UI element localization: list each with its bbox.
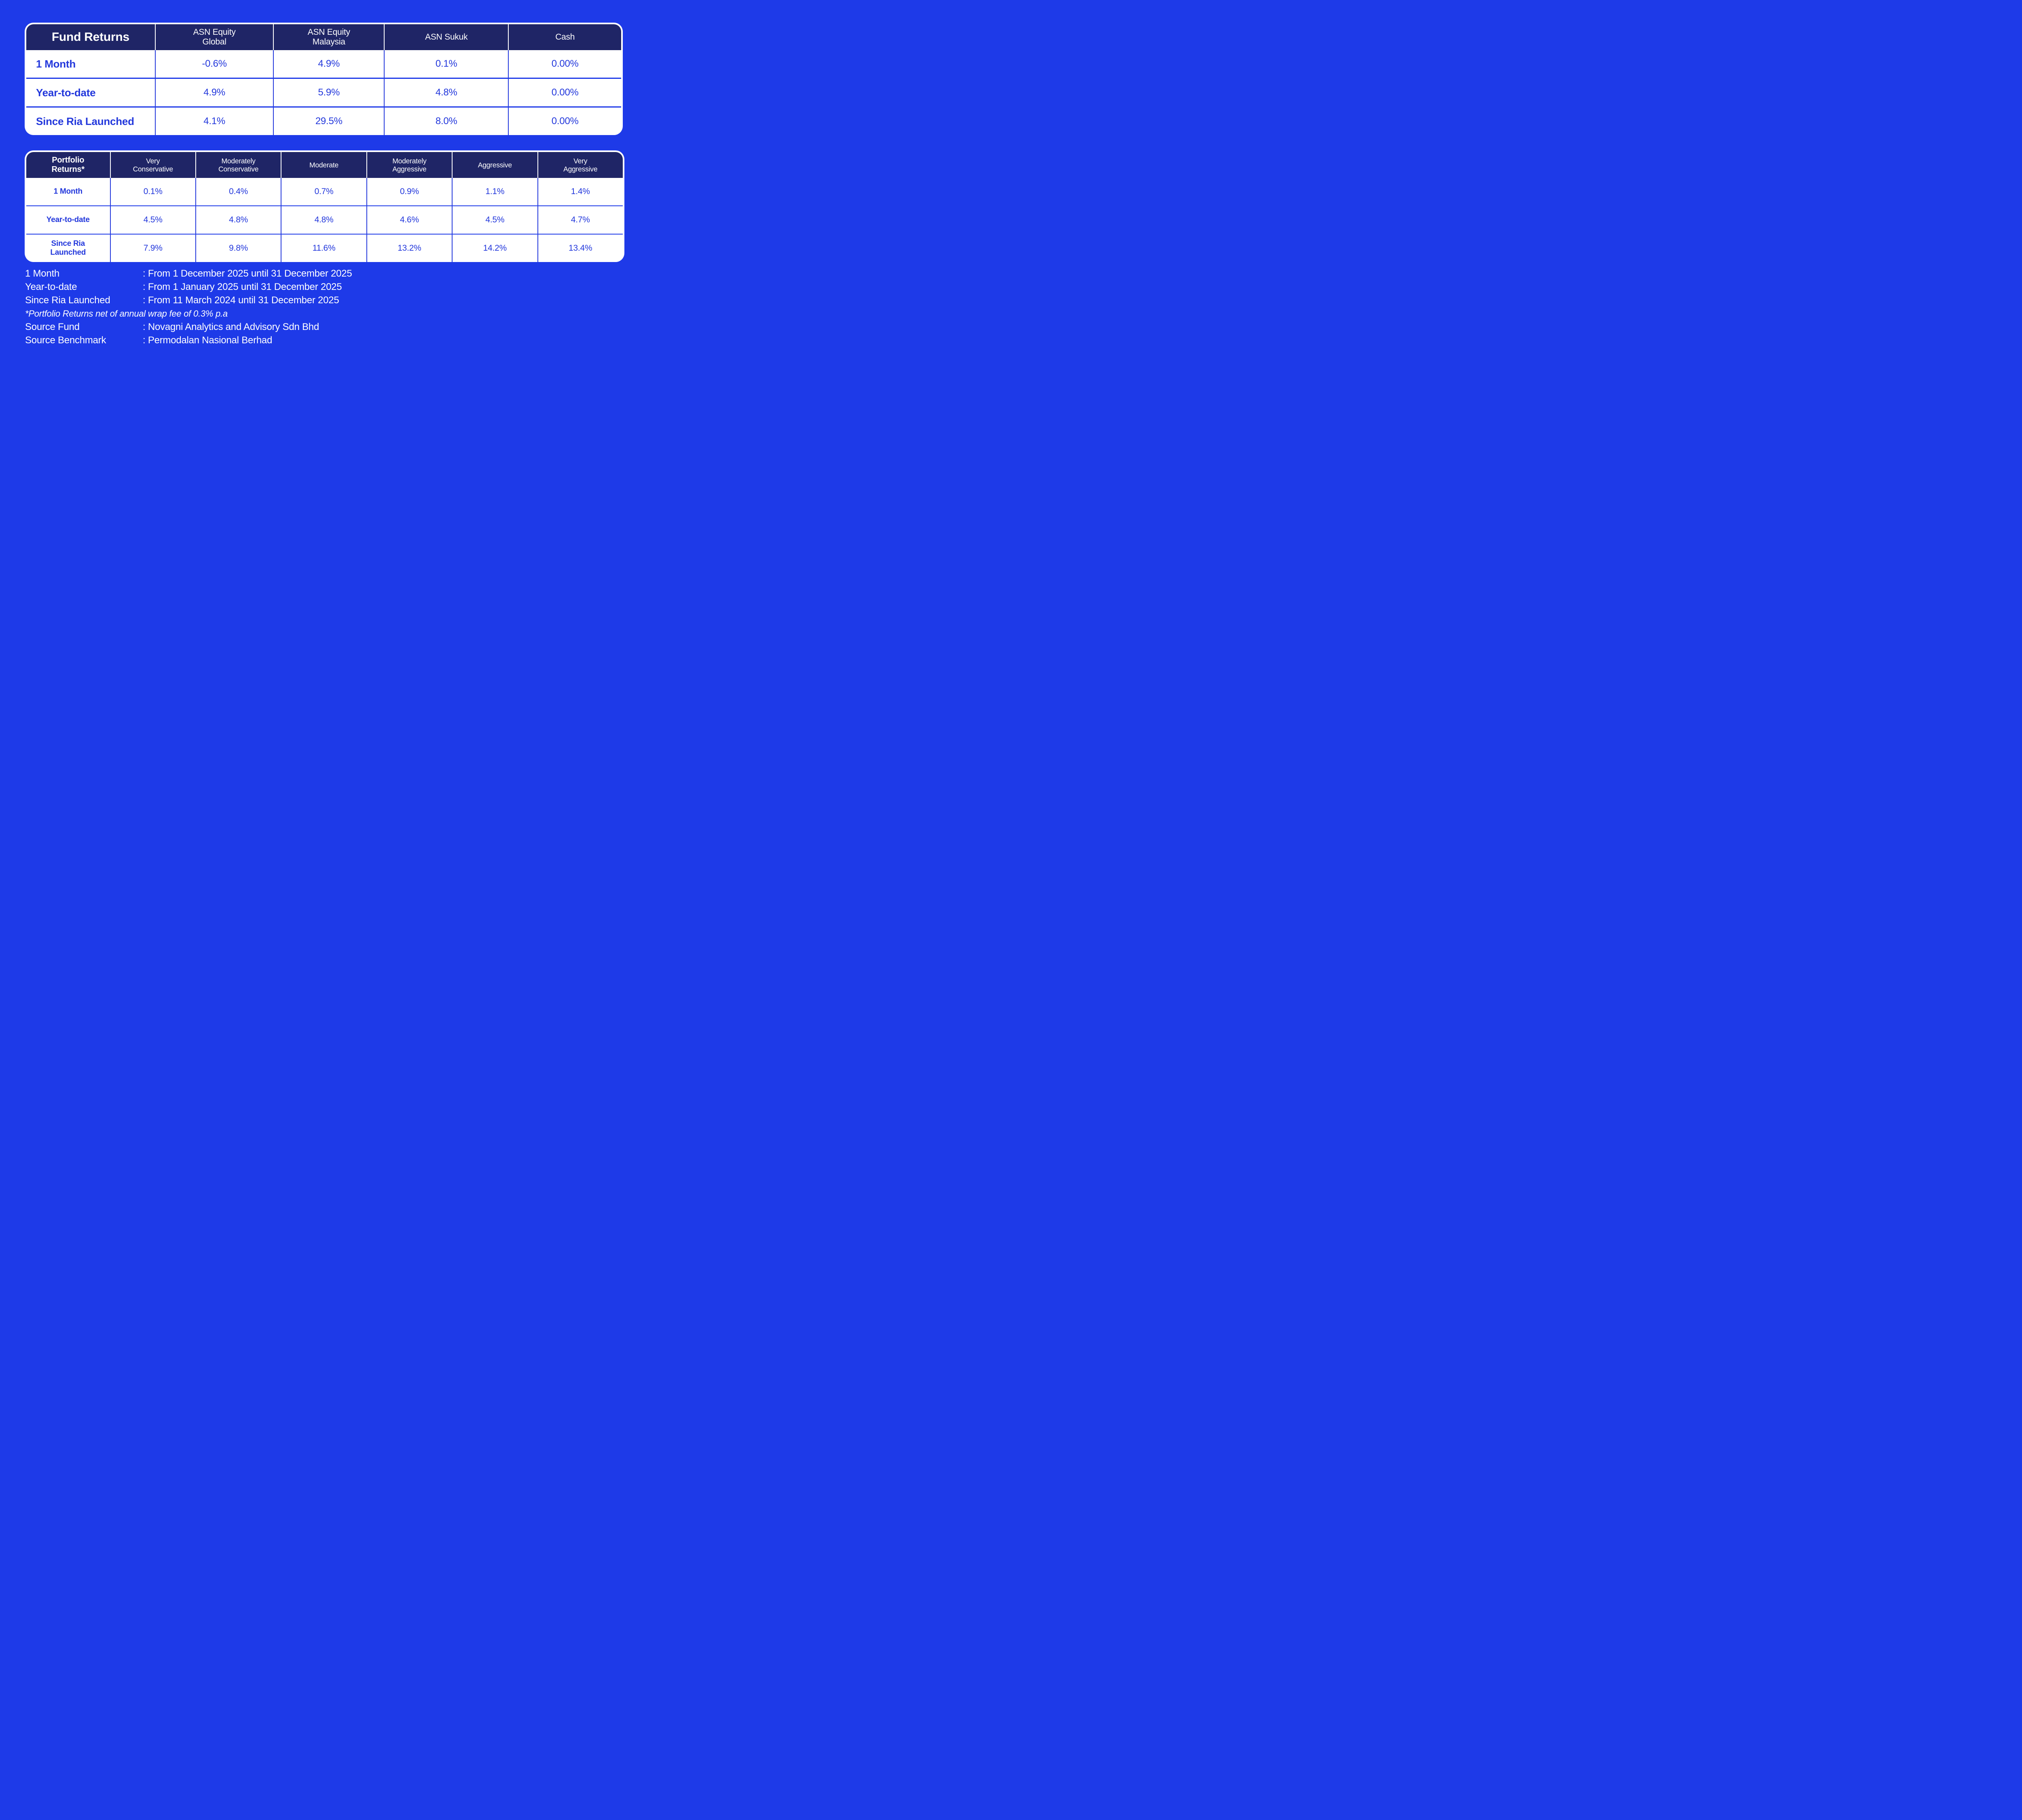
cell-value: 0.00%: [508, 50, 621, 78]
cell-value: 4.6%: [366, 206, 452, 234]
cell-value: 4.5%: [110, 206, 195, 234]
cell-value: -0.6%: [154, 50, 273, 78]
column-header-asn-equity-global: ASN Equity Global: [154, 24, 273, 50]
footnotes: 1 Month : From 1 December 2025 until 31 …: [25, 267, 352, 347]
table-row-since-ria-launched: Since Ria Launched 7.9% 9.8% 11.6% 13.2%…: [26, 234, 623, 262]
portfolio-returns-header-row: Portfolio Returns* Very Conservative Mod…: [26, 152, 623, 178]
footnote-description: : From 1 December 2025 until 31 December…: [143, 268, 352, 279]
fund-returns-title: Fund Returns: [51, 30, 129, 44]
column-header-asn-equity-malaysia: ASN Equity Malaysia: [273, 24, 384, 50]
cell-value: 7.9%: [110, 235, 195, 262]
cell-value: 4.8%: [195, 206, 281, 234]
source-description: : Permodalan Nasional Berhad: [143, 335, 273, 346]
cell-value: 4.1%: [154, 108, 273, 135]
cell-value: 9.8%: [195, 235, 281, 262]
cell-value: 8.0%: [384, 108, 508, 135]
cell-value: 0.1%: [384, 50, 508, 78]
source-benchmark-line: Source Benchmark : Permodalan Nasional B…: [25, 334, 352, 347]
row-label: 1 Month: [53, 187, 82, 196]
row-label: Since Ria Launched: [36, 115, 134, 127]
table-row-year-to-date: Year-to-date 4.5% 4.8% 4.8% 4.6% 4.5% 4.…: [26, 205, 623, 234]
fund-returns-table: Fund Returns ASN Equity Global ASN Equit…: [25, 23, 623, 135]
cell-value: 0.9%: [366, 178, 452, 205]
column-header-moderate: Moderate: [281, 152, 366, 178]
footnote-definition-1-month: 1 Month : From 1 December 2025 until 31 …: [25, 267, 352, 280]
footnote-description: : From 1 January 2025 until 31 December …: [143, 281, 342, 292]
column-header-moderately-conservative: Moderately Conservative: [195, 152, 281, 178]
cell-value: 0.1%: [110, 178, 195, 205]
cell-value: 0.00%: [508, 108, 621, 135]
cell-value: 13.4%: [537, 235, 623, 262]
portfolio-returns-title: Portfolio Returns*: [51, 156, 85, 174]
footnote-term: 1 Month: [25, 268, 60, 279]
table-row-1-month: 1 Month 0.1% 0.4% 0.7% 0.9% 1.1% 1.4%: [26, 178, 623, 205]
column-header-very-aggressive: Very Aggressive: [537, 152, 623, 178]
column-header-asn-sukuk: ASN Sukuk: [384, 24, 508, 50]
page: Fund Returns ASN Equity Global ASN Equit…: [0, 0, 647, 364]
cell-value: 5.9%: [273, 79, 384, 106]
table-row-1-month: 1 Month -0.6% 4.9% 0.1% 0.00%: [26, 50, 621, 78]
source-fund-line: Source Fund : Novagni Analytics and Advi…: [25, 320, 352, 334]
footnote-term: Year-to-date: [25, 281, 77, 292]
cell-value: 29.5%: [273, 108, 384, 135]
cell-value: 1.4%: [537, 178, 623, 205]
source-term: Source Fund: [25, 321, 80, 332]
cell-value: 4.9%: [273, 50, 384, 78]
footnote-definition-year-to-date: Year-to-date : From 1 January 2025 until…: [25, 280, 352, 294]
cell-value: 14.2%: [452, 235, 537, 262]
source-description: : Novagni Analytics and Advisory Sdn Bhd: [143, 321, 319, 332]
cell-value: 4.5%: [452, 206, 537, 234]
row-label: Since Ria Launched: [50, 239, 86, 257]
table-row-year-to-date: Year-to-date 4.9% 5.9% 4.8% 0.00%: [26, 78, 621, 106]
row-label: Year-to-date: [46, 216, 90, 224]
row-label: Year-to-date: [36, 86, 96, 99]
column-header-cash: Cash: [508, 24, 621, 50]
wrap-fee-note: *Portfolio Returns net of annual wrap fe…: [25, 309, 228, 319]
cell-value: 0.7%: [281, 178, 366, 205]
fund-returns-header-row: Fund Returns ASN Equity Global ASN Equit…: [26, 24, 621, 50]
table-row-since-ria-launched: Since Ria Launched 4.1% 29.5% 8.0% 0.00%: [26, 106, 621, 135]
cell-value: 13.2%: [366, 235, 452, 262]
source-term: Source Benchmark: [25, 335, 106, 346]
cell-value: 4.8%: [384, 79, 508, 106]
footnote-definition-since-ria-launched: Since Ria Launched : From 11 March 2024 …: [25, 294, 352, 307]
cell-value: 4.8%: [281, 206, 366, 234]
cell-value: 0.00%: [508, 79, 621, 106]
cell-value: 4.7%: [537, 206, 623, 234]
column-header-aggressive: Aggressive: [452, 152, 537, 178]
cell-value: 4.9%: [154, 79, 273, 106]
column-header-very-conservative: Very Conservative: [110, 152, 195, 178]
column-header-moderately-aggressive: Moderately Aggressive: [366, 152, 452, 178]
footnote-description: : From 11 March 2024 until 31 December 2…: [143, 295, 339, 306]
cell-value: 11.6%: [281, 235, 366, 262]
footnote-term: Since Ria Launched: [25, 295, 110, 306]
portfolio-returns-table: Portfolio Returns* Very Conservative Mod…: [25, 150, 624, 262]
cell-value: 1.1%: [452, 178, 537, 205]
row-label: 1 Month: [36, 57, 76, 70]
cell-value: 0.4%: [195, 178, 281, 205]
